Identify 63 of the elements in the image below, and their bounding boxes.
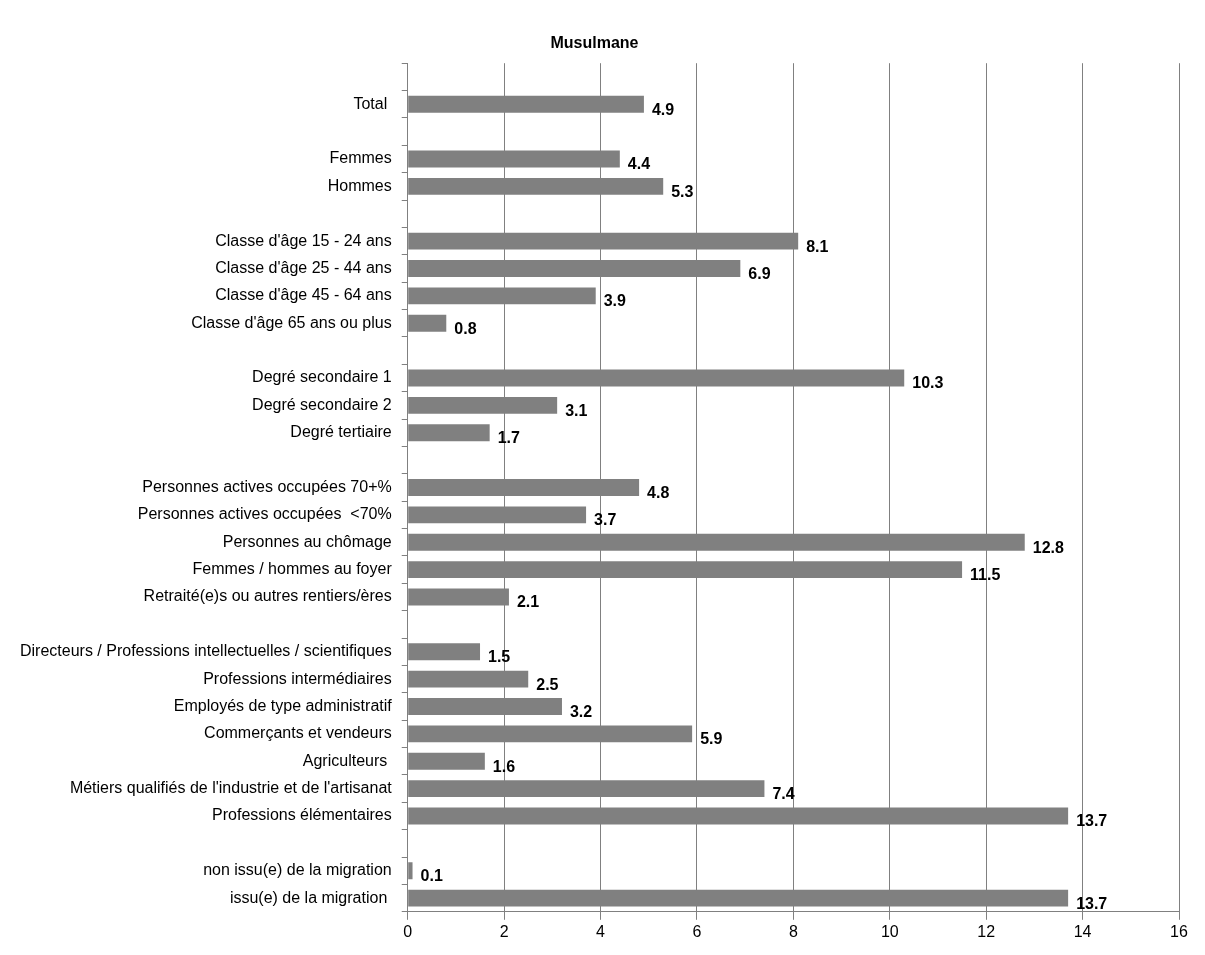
bar <box>408 314 447 332</box>
y-tick-label: Personnes au chômage <box>222 532 392 550</box>
y-tick-label: non issu(e) de la migration <box>203 861 392 879</box>
y-tick-label: Degré secondaire 1 <box>252 368 392 386</box>
y-tick-label: Professions intermédiaires <box>203 669 392 687</box>
y-tick-label: Commerçants et vendeurs <box>204 724 392 742</box>
data-label: 4.8 <box>647 483 670 501</box>
bar <box>408 862 413 880</box>
data-label: 2.1 <box>516 593 540 611</box>
x-tick-label: 8 <box>788 922 798 940</box>
data-label: 2.5 <box>536 675 559 693</box>
data-label: 10.3 <box>912 374 944 392</box>
y-tick-label: Retraité(e)s ou autres rentiers/ères <box>143 587 392 605</box>
data-label: 3.7 <box>594 511 617 529</box>
data-label: 0.8 <box>454 319 477 337</box>
y-tick-label: Degré tertiaire <box>290 423 392 441</box>
y-tick-label: Classe d'âge 45 - 64 ans <box>215 286 392 304</box>
data-label: 13.7 <box>1076 812 1108 830</box>
data-label: 4.4 <box>627 155 651 173</box>
bar <box>408 643 481 661</box>
data-label: 7.4 <box>772 785 795 803</box>
data-label: 3.9 <box>603 292 627 310</box>
y-tick-label: Personnes actives occupées 70+% <box>142 477 392 495</box>
y-tick-label: Employés de type administratif <box>173 696 393 714</box>
y-tick-label: Classe d'âge 25 - 44 ans <box>215 258 392 276</box>
y-tick-label: Métiers qualifiés de l'industrie et de l'artisanat <box>69 779 393 797</box>
bar <box>408 424 490 442</box>
x-tick-label: 4 <box>596 922 606 940</box>
x-tick-label: 2 <box>499 922 509 940</box>
x-tick-label: 0 <box>403 922 413 940</box>
y-tick-label: Professions élémentaires <box>212 806 392 824</box>
x-tick-label: 6 <box>692 922 702 940</box>
data-label: 0.1 <box>420 867 443 885</box>
x-tick-label: 16 <box>1170 922 1188 940</box>
data-label: 1.6 <box>492 757 516 775</box>
data-label: 13.7 <box>1076 894 1108 912</box>
data-label: 8.1 <box>806 237 829 255</box>
y-tick-label: Classe d'âge 65 ans ou plus <box>191 313 392 331</box>
data-label: 4.9 <box>651 100 675 118</box>
x-tick-label: 10 <box>880 922 899 940</box>
data-label: 6.9 <box>748 264 771 282</box>
data-label: 12.8 <box>1032 538 1064 556</box>
y-tick-label: Directeurs / Professions intellectuelles / scientifiques <box>20 642 392 660</box>
y-tick-label: Degré secondaire 2 <box>252 395 392 413</box>
y-tick-label: Personnes actives occupées <70% <box>137 505 392 523</box>
data-label: 11.5 <box>970 566 1001 584</box>
data-label: 1.7 <box>497 429 521 447</box>
data-label: 5.9 <box>700 730 723 748</box>
data-label: 5.3 <box>671 182 694 200</box>
data-label: 3.2 <box>569 702 593 720</box>
y-tick-label: issu(e) de la migration <box>229 888 392 906</box>
data-label: 1.5 <box>488 648 511 666</box>
x-tick-label: 12 <box>977 922 996 940</box>
y-tick-label: Classe d'âge 15 - 24 ans <box>215 231 392 249</box>
data-label: 3.1 <box>565 401 588 419</box>
x-tick-label: 14 <box>1073 922 1092 940</box>
y-tick-label: Total <box>353 94 392 112</box>
chart-title: Musulmane <box>550 34 639 52</box>
bar <box>408 752 485 770</box>
y-tick-label: Agriculteurs <box>302 751 392 769</box>
y-tick-label: Femmes / hommes au foyer <box>192 560 393 578</box>
y-tick-label: Femmes <box>329 149 392 167</box>
y-tick-label: Hommes <box>327 176 392 194</box>
